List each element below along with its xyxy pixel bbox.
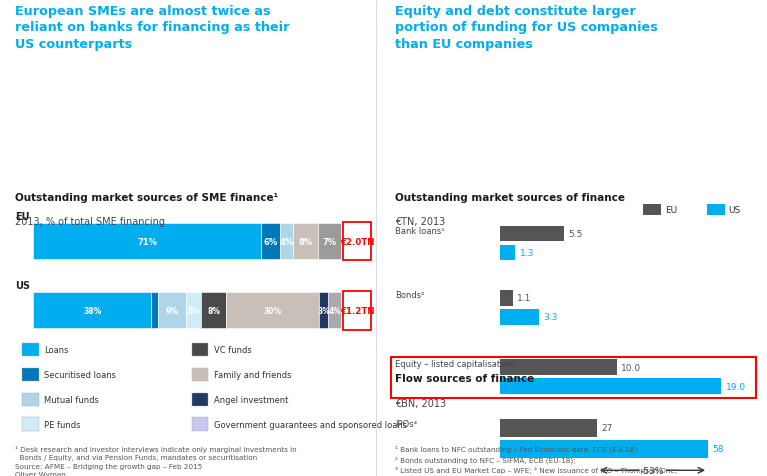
Bar [226, 293, 319, 328]
Bar [319, 293, 328, 328]
Bar [500, 378, 722, 394]
Text: Securitised loans: Securitised loans [44, 370, 117, 379]
Bar [22, 393, 39, 406]
Bar [151, 293, 158, 328]
Bar [500, 359, 617, 375]
Text: €1.2TN: €1.2TN [340, 306, 374, 315]
Text: ¹ Desk research and investor interviews indicate only marginal investments in
  : ¹ Desk research and investor interviews … [15, 445, 297, 476]
Text: Government guarantees and sponsored loans: Government guarantees and sponsored loan… [214, 420, 407, 428]
Text: 5%: 5% [187, 306, 199, 315]
Text: -53%: -53% [640, 466, 664, 475]
Bar [500, 245, 515, 261]
Text: ¹ Bank loans to NFC outstanding – Fed Economic data, ECB (EU-18);
² Bonds outsta: ¹ Bank loans to NFC outstanding – Fed Ec… [395, 445, 677, 476]
Text: 19.0: 19.0 [726, 382, 746, 391]
Text: PE funds: PE funds [44, 420, 81, 428]
Text: Bonds²: Bonds² [395, 290, 424, 299]
Text: Bank loans¹: Bank loans¹ [395, 226, 445, 235]
Text: €TN, 2013: €TN, 2013 [395, 217, 445, 227]
Text: 5.5: 5.5 [568, 229, 583, 238]
Text: 58: 58 [713, 445, 724, 453]
Text: Equity and debt constitute larger
portion of funding for US companies
than EU co: Equity and debt constitute larger portio… [395, 5, 657, 50]
Text: EU: EU [665, 206, 676, 214]
Bar [192, 417, 209, 431]
Text: Family and friends: Family and friends [214, 370, 291, 379]
Bar [293, 224, 318, 259]
Bar [22, 417, 39, 431]
Text: Outstanding market sources of finance: Outstanding market sources of finance [395, 193, 625, 203]
Text: 8%: 8% [207, 306, 220, 315]
Text: 8%: 8% [298, 237, 313, 246]
Text: EU: EU [15, 211, 30, 221]
Bar [22, 368, 39, 381]
Text: €BN, 2013: €BN, 2013 [395, 398, 446, 408]
FancyBboxPatch shape [344, 222, 371, 261]
Bar [328, 293, 341, 328]
Text: 30%: 30% [264, 306, 281, 315]
Bar [280, 224, 293, 259]
Text: 1.1: 1.1 [518, 294, 532, 303]
Bar [261, 224, 280, 259]
Text: Loans: Loans [44, 346, 69, 354]
Bar [500, 226, 565, 242]
Bar [643, 205, 661, 215]
Bar [34, 293, 151, 328]
Text: 71%: 71% [137, 237, 157, 246]
Bar [158, 293, 186, 328]
Bar [318, 224, 341, 259]
Text: IPOs⁴: IPOs⁴ [395, 419, 417, 428]
Bar [707, 205, 725, 215]
Text: 7%: 7% [323, 237, 337, 246]
Text: 38%: 38% [84, 306, 101, 315]
Text: US: US [729, 206, 741, 214]
Text: Angel investment: Angel investment [214, 395, 288, 404]
Text: 6%: 6% [263, 237, 278, 246]
Text: US: US [15, 280, 30, 290]
Text: 3%: 3% [318, 306, 331, 315]
FancyBboxPatch shape [344, 291, 371, 330]
Text: 10.0: 10.0 [621, 363, 641, 372]
Text: Flow sources of finance: Flow sources of finance [395, 374, 534, 384]
Text: 4%: 4% [279, 237, 294, 246]
Bar [186, 293, 201, 328]
Bar [192, 368, 209, 381]
Text: VC funds: VC funds [214, 346, 252, 354]
Bar [34, 224, 261, 259]
Text: 9%: 9% [165, 306, 178, 315]
Text: European SMEs are almost twice as
reliant on banks for financing as their
US cou: European SMEs are almost twice as relian… [15, 5, 289, 50]
Text: 3.3: 3.3 [543, 313, 558, 322]
Text: 1.3: 1.3 [520, 248, 534, 258]
Text: Equity – listed capitalisation³: Equity – listed capitalisation³ [395, 359, 516, 368]
Text: 27: 27 [601, 424, 613, 432]
Bar [500, 440, 708, 458]
Bar [500, 419, 597, 437]
Text: Mutual funds: Mutual funds [44, 395, 100, 404]
Bar [192, 343, 209, 357]
Bar [22, 343, 39, 357]
Text: €2.0TN: €2.0TN [340, 237, 374, 246]
Bar [500, 290, 513, 306]
Text: Outstanding market sources of SME finance¹: Outstanding market sources of SME financ… [15, 193, 278, 203]
Bar [500, 309, 538, 325]
Bar [192, 393, 209, 406]
Bar [201, 293, 226, 328]
Text: 4%: 4% [328, 306, 341, 315]
Text: 2013, % of total SME financing: 2013, % of total SME financing [15, 217, 165, 227]
